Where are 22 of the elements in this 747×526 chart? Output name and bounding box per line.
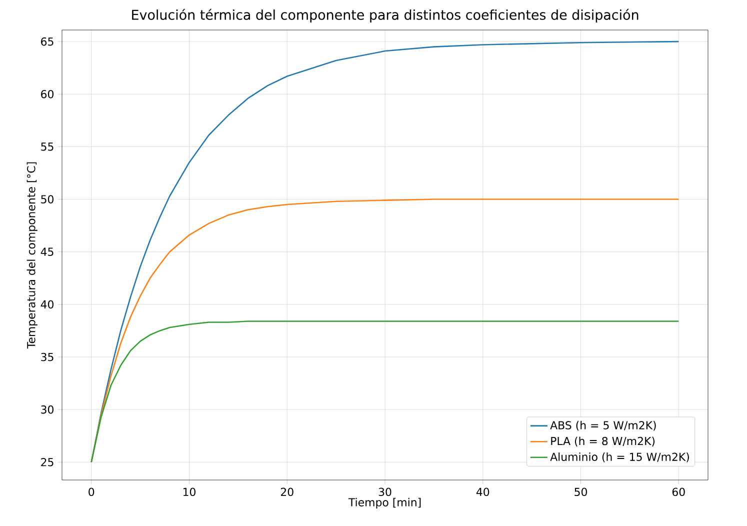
legend-label: ABS (h = 5 W/m2K) [550, 420, 656, 431]
x-tick-label: 30 [378, 488, 392, 496]
y-tick-label: 60 [41, 90, 54, 98]
x-tick-label: 40 [476, 488, 490, 496]
x-tick-label: 10 [183, 488, 196, 496]
x-tick-label: 60 [672, 488, 685, 496]
x-tick-label: 50 [574, 488, 587, 496]
y-axis-title: Temperatura del componente [°C] [26, 162, 38, 349]
x-tick-label: 20 [280, 488, 294, 496]
y-tick-label: 55 [41, 142, 54, 151]
y-tick-label: 25 [41, 458, 54, 466]
y-tick-label: 65 [41, 37, 54, 46]
y-tick-label: 45 [40, 248, 54, 256]
y-tick-label: 40 [40, 300, 54, 309]
x-axis-title: Tiempo [min] [348, 498, 421, 509]
x-tick-label: 0 [88, 488, 94, 496]
y-tick-label: 50 [41, 195, 54, 204]
legend-label: PLA (h = 8 W/m2K) [551, 436, 655, 446]
chart-title: Evolución térmica del componente para distintos coeficientes de disipación [132, 8, 638, 22]
y-tick-label: 35 [41, 352, 54, 362]
legend-label: Aluminio (h = 15 W/m2K) [550, 452, 689, 462]
y-tick-label: 30 [41, 405, 54, 414]
